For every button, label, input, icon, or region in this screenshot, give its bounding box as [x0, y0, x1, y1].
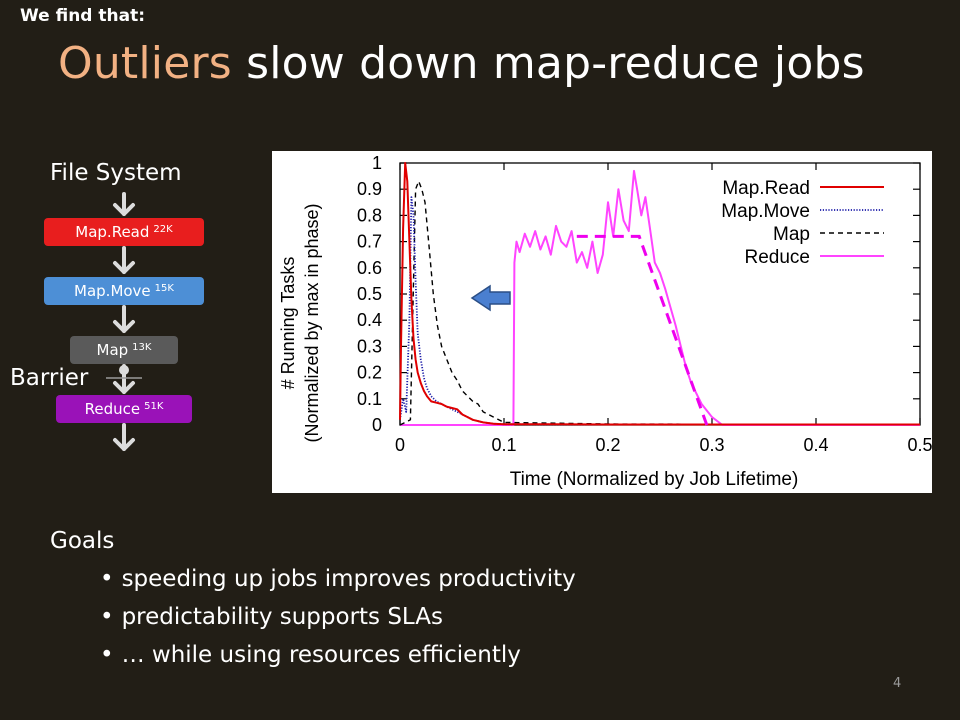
annotations	[470, 234, 709, 426]
series-line-reduce	[400, 169, 920, 426]
trend-dashed-line	[576, 234, 709, 426]
y-tick-label: 0.8	[357, 205, 382, 225]
y-tick-label: 0.7	[357, 232, 382, 252]
stage-reduce: Reduce 51K	[56, 395, 192, 423]
page-number: 4	[893, 676, 902, 691]
x-tick-label: 0.4	[803, 435, 828, 455]
legend-label: Reduce	[745, 247, 811, 268]
chevron-down-icon	[113, 305, 135, 333]
barrier-label: Barrier	[10, 365, 89, 391]
x-tick-label: 0.2	[595, 435, 620, 455]
y-tick-label: 0.9	[357, 179, 382, 199]
y-tick-label: 0.5	[357, 284, 382, 304]
bullet-icon: •	[100, 642, 114, 668]
y-tick-label: 0.1	[357, 389, 382, 409]
goal-item: • speeding up jobs improves productivity	[100, 566, 576, 592]
chevron-down-icon	[113, 246, 135, 274]
y-tick-label: 0	[372, 415, 382, 435]
series-line-map	[399, 180, 920, 426]
bullet-icon: •	[100, 566, 114, 592]
stage-count: 51K	[144, 400, 164, 412]
file-system-label: File System	[50, 160, 182, 186]
stage-map: Map 13K	[70, 336, 178, 364]
y-tick-label: 0.3	[357, 336, 382, 356]
x-tick-label: 0	[395, 435, 405, 455]
x-tick-label: 0.3	[699, 435, 724, 455]
stage-name: Map	[96, 341, 129, 359]
series-line-map-read	[399, 162, 920, 426]
stage-map-read: Map.Read 22K	[44, 218, 204, 246]
y-axis-label-sub: (Normalized by max in phase)	[302, 203, 322, 442]
stage-name: Reduce	[84, 400, 141, 418]
stage-count: 13K	[132, 341, 152, 353]
slide-kicker: We find that:	[20, 6, 146, 26]
y-tick-label: 0.2	[357, 363, 382, 383]
x-tick-label: 0.5	[907, 435, 932, 455]
x-axis-label: Time (Normalized by Job Lifetime)	[510, 469, 799, 490]
series-line-map-move	[399, 196, 920, 426]
legend-label: Map.Move	[721, 201, 810, 222]
chevron-down-icon	[113, 423, 135, 451]
goals-heading: Goals	[50, 528, 115, 554]
y-tick-label: 0.6	[357, 258, 382, 278]
y-tick-label: 0.4	[357, 310, 382, 330]
goal-text: predictability supports SLAs	[121, 604, 443, 630]
slide-title: Outliers slow down map-reduce jobs	[58, 38, 865, 89]
legend-label: Map	[773, 224, 810, 245]
running-tasks-chart: 0 0.1 0.2 0.3 0.4 0.5 0 0.1 0.2 0.3 0.4 0.5 0.6 0.7 0.…	[278, 153, 933, 490]
pipeline-diagram	[106, 192, 142, 451]
chevron-down-icon	[113, 192, 135, 216]
arrow-left-icon	[470, 284, 511, 312]
barrier-dot	[119, 365, 129, 375]
stage-count: 15K	[154, 282, 174, 294]
goal-item: • … while using resources efficiently	[100, 642, 521, 668]
goal-item: • predictability supports SLAs	[100, 604, 443, 630]
bullet-icon: •	[100, 604, 114, 630]
title-rest: slow down map-reduce jobs	[231, 38, 865, 89]
goal-text: speeding up jobs improves productivity	[121, 566, 576, 592]
x-tick-label: 0.1	[491, 435, 516, 455]
y-axis-label: # Running Tasks	[278, 257, 298, 390]
chart-panel: 0 0.1 0.2 0.3 0.4 0.5 0 0.1 0.2 0.3 0.4 0.5 0.6 0.7 0.…	[272, 151, 933, 493]
legend-label: Map.Read	[722, 178, 810, 199]
stage-name: Map.Move	[74, 282, 151, 300]
series-group	[399, 162, 920, 426]
stage-map-move: Map.Move 15K	[44, 277, 204, 305]
goal-text: … while using resources efficiently	[121, 642, 521, 668]
stage-name: Map.Read	[75, 223, 150, 241]
y-tick-label: 1	[372, 153, 382, 173]
title-highlight: Outliers	[58, 38, 232, 89]
stage-count: 22K	[153, 223, 173, 235]
